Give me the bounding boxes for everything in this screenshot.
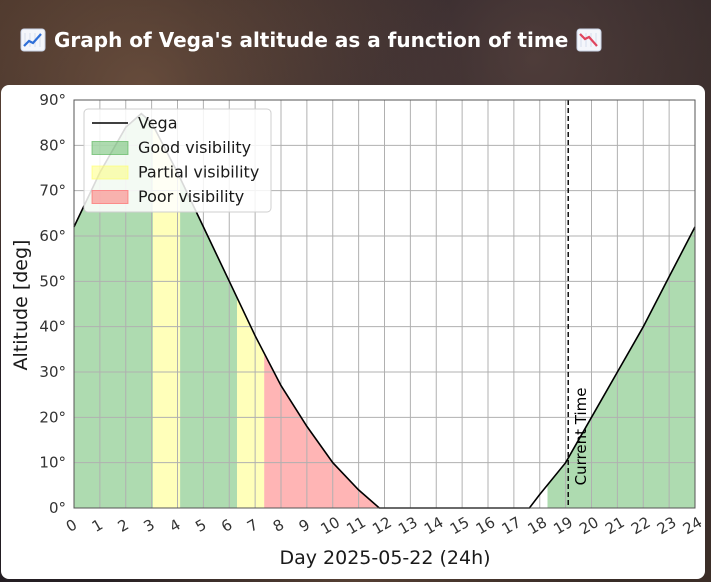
band-good-visibility [547,226,695,508]
page-header: Graph of Vega's altitude as a function o… [20,22,602,58]
legend: Vega Good visibility Partial visibility Poo… [83,108,272,213]
legend-box [83,108,272,213]
x-tick-label: 22 [628,513,654,538]
y-tick-label: 90° [39,91,66,109]
x-tick-label: 7 [244,515,261,535]
x-tick-label: 14 [421,513,447,538]
legend-patch-swatch [91,190,129,204]
y-tick-label: 50° [39,272,66,290]
x-tick-label: 13 [395,513,421,538]
y-tick-label: 40° [39,318,66,336]
x-tick-label: 10 [317,513,343,538]
x-tick-label: 5 [192,515,209,535]
band-good-visibility [180,178,237,508]
x-tick-label: 12 [369,513,395,538]
x-tick-labels: 0 1 2 3 4 5 6 7 8 9 10 11 12 13 14 15 16 17 18 19 20 21 22 23 24 [63,513,705,538]
legend-label: Partial visibility [138,163,259,182]
chart-card: Current Time 0 1 2 3 4 5 6 7 8 9 10 11 12 13 14 15 16 17 1… [1,85,705,579]
legend-label: Vega [138,114,178,133]
axes [73,99,696,509]
y-tick-label: 10° [39,454,66,472]
x-tick-label: 11 [343,513,369,538]
x-tick-label: 1 [89,515,106,535]
current-time-label: Current Time [572,388,590,486]
x-tick-label: 17 [499,513,525,538]
band-partial-visibility [152,125,181,508]
page-title: Graph of Vega's altitude as a function o… [54,28,569,52]
y-tick-label: 60° [39,227,66,245]
x-tick-label: 8 [270,515,287,535]
y-axis-label: Altitude [deg] [10,240,32,371]
y-tick-label: 30° [39,363,66,381]
x-tick-label: 9 [296,515,313,535]
x-axis-label: Day 2025-05-22 (24h) [279,547,490,569]
x-tick-label: 18 [524,513,550,538]
chart-increasing-icon [20,28,46,52]
x-tick-label: 6 [218,515,235,535]
altitude-chart: Current Time 0 1 2 3 4 5 6 7 8 9 10 11 12 13 14 15 16 17 1… [10,91,705,569]
legend-patch-swatch [91,141,129,155]
legend-patch-swatch [91,165,129,180]
x-tick-label: 21 [602,513,628,538]
current-time-marker: Current Time [567,100,590,508]
y-tick-label: 20° [39,408,66,426]
x-tick-label: 20 [576,513,602,538]
x-tick-label: 24 [680,513,705,538]
x-tick-label: 3 [140,515,157,535]
plot-frame [73,99,696,509]
x-tick-label: 16 [473,513,499,538]
y-tick-labels: 0° 10° 20° 30° 40° 50° 60° 70° 80° 90° [39,91,66,517]
y-tick-label: 80° [39,136,66,154]
x-tick-label: 19 [550,513,576,538]
legend-label: Good visibility [138,138,251,157]
x-tick-label: 15 [447,513,473,538]
x-tick-label: 4 [166,515,183,535]
y-tick-label: 70° [39,182,66,200]
x-tick-label: 2 [115,515,132,535]
band-poor-visibility [264,353,380,508]
y-tick-label: 0° [49,499,66,517]
x-tick-label: 0 [63,515,80,535]
chart-decreasing-icon [576,28,602,52]
band-partial-visibility [237,297,265,508]
x-tick-label: 23 [654,513,680,538]
legend-label: Poor visibility [138,187,244,206]
